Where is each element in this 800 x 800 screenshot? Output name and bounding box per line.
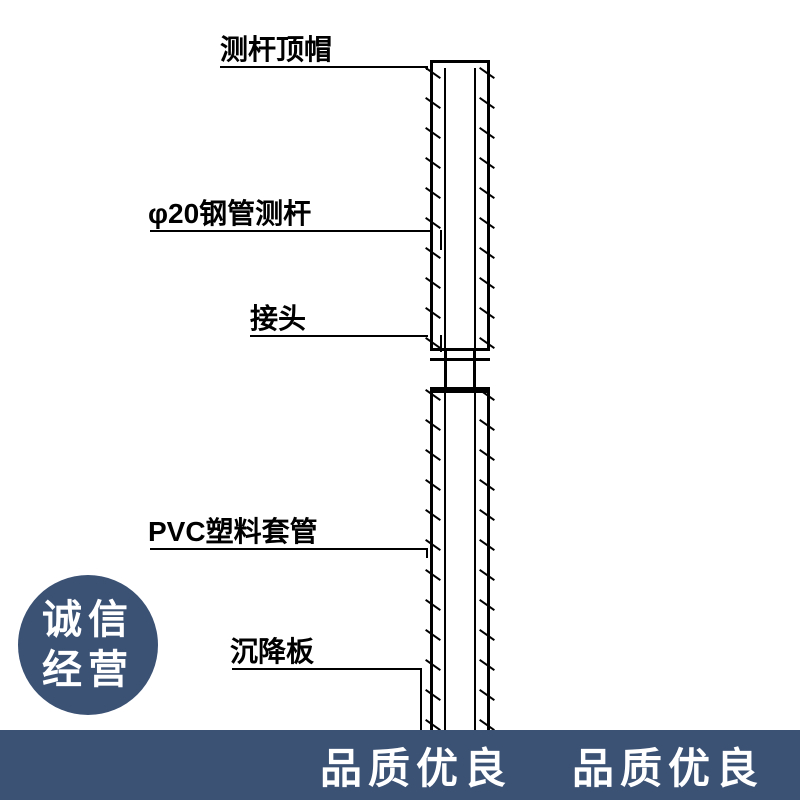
banner-text: 品质优良 <box>320 735 512 796</box>
leader-v-rod <box>440 230 442 250</box>
label-joint: 接头 <box>250 297 306 337</box>
badge-line1: 诚信 <box>42 595 134 645</box>
pipe-joint <box>430 348 490 390</box>
label-pvc: PVC塑料套管 <box>148 510 318 550</box>
leader-h-plate <box>232 668 422 670</box>
leader-v-joint <box>440 335 442 352</box>
joint-inner <box>444 348 476 390</box>
badge-line2: 经营 <box>42 645 134 695</box>
label-rod: φ20钢管测杆 <box>148 192 311 232</box>
pipe-lower-inner-rod <box>444 390 476 740</box>
label-cap: 测杆顶帽 <box>220 28 332 68</box>
leader-h-cap <box>220 66 426 68</box>
banner-text: 品质优良 <box>572 735 764 796</box>
leader-v-plate <box>420 668 422 730</box>
pipe-upper-inner-rod <box>444 68 476 348</box>
leader-v-cap <box>426 66 428 70</box>
label-plate: 沉降板 <box>230 630 314 670</box>
settlement-pipe-diagram <box>430 60 490 740</box>
leader-v-pvc <box>426 548 428 558</box>
trust-badge: 诚信 经营 <box>18 575 158 715</box>
leader-h-pvc <box>150 548 428 550</box>
leader-h-joint <box>250 335 428 337</box>
bottom-banner: 品质优良 品质优良 <box>0 730 800 800</box>
leader-h-rod <box>150 230 430 232</box>
